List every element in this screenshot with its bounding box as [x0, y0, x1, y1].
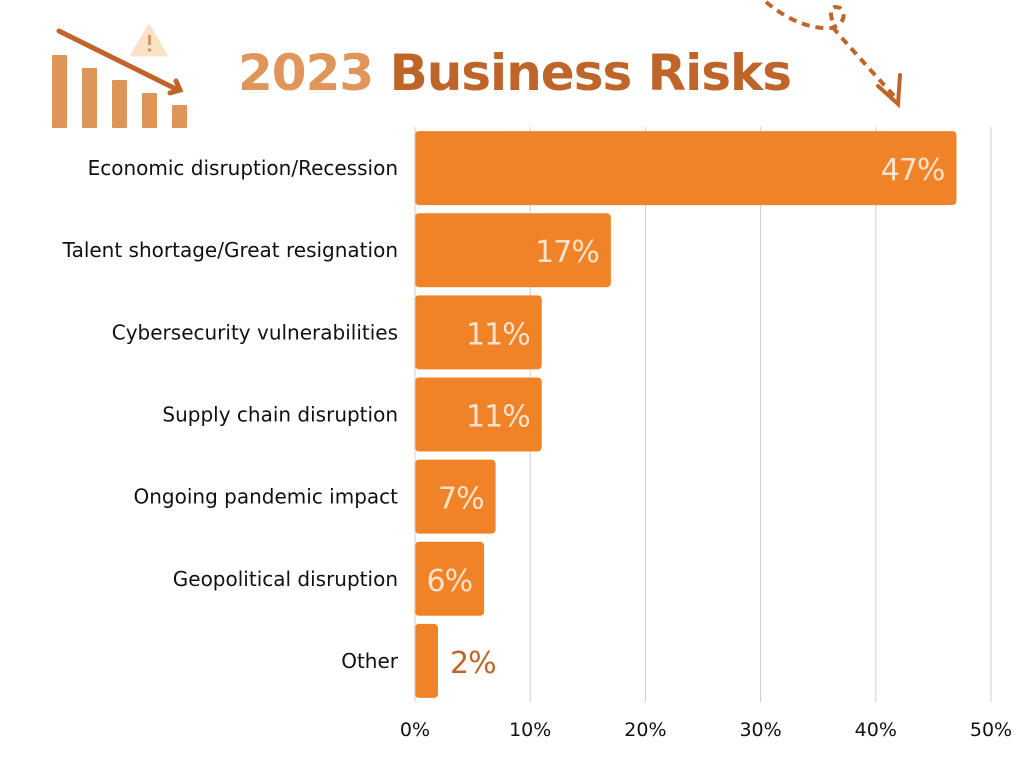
category-label: Other: [341, 649, 399, 673]
bar: [415, 295, 542, 370]
chart-title: 2023 Business Risks: [238, 44, 792, 102]
bar: [415, 623, 439, 698]
category-label: Economic disruption/Recession: [88, 156, 398, 180]
down-trend-arrow-icon: [56, 28, 184, 96]
category-label: Talent shortage/Great resignation: [62, 238, 398, 262]
category-label: Geopolitical disruption: [173, 567, 398, 591]
bar: [415, 213, 611, 288]
x-tick-label: 40%: [855, 719, 897, 741]
title-year: 2023: [238, 44, 374, 102]
dashed-curly-arrow-icon: [764, 0, 902, 109]
x-tick-label: 50%: [970, 719, 1012, 741]
bar: [415, 459, 496, 534]
declining-bars-icon: [52, 55, 187, 128]
value-label: 11%: [466, 400, 530, 435]
x-tick-label: 20%: [624, 719, 666, 741]
title-text: Business Risks: [389, 44, 792, 102]
bar: [415, 541, 485, 616]
bar: [415, 131, 957, 206]
value-label: 2%: [450, 646, 496, 681]
value-label: 11%: [466, 317, 530, 352]
value-label: 6%: [427, 564, 473, 599]
value-label: 17%: [535, 235, 599, 270]
category-label: Supply chain disruption: [162, 403, 398, 427]
warning-icon: [130, 24, 168, 57]
x-tick-label: 30%: [739, 719, 781, 741]
value-label: 47%: [881, 153, 945, 188]
bar: [415, 377, 542, 452]
decorations: [52, 0, 902, 128]
value-label: 7%: [438, 482, 484, 517]
category-label: Ongoing pandemic impact: [134, 485, 399, 509]
category-label: Cybersecurity vulnerabilities: [112, 320, 398, 344]
x-tick-label: 10%: [509, 719, 551, 741]
x-tick-label: 0%: [400, 719, 430, 741]
